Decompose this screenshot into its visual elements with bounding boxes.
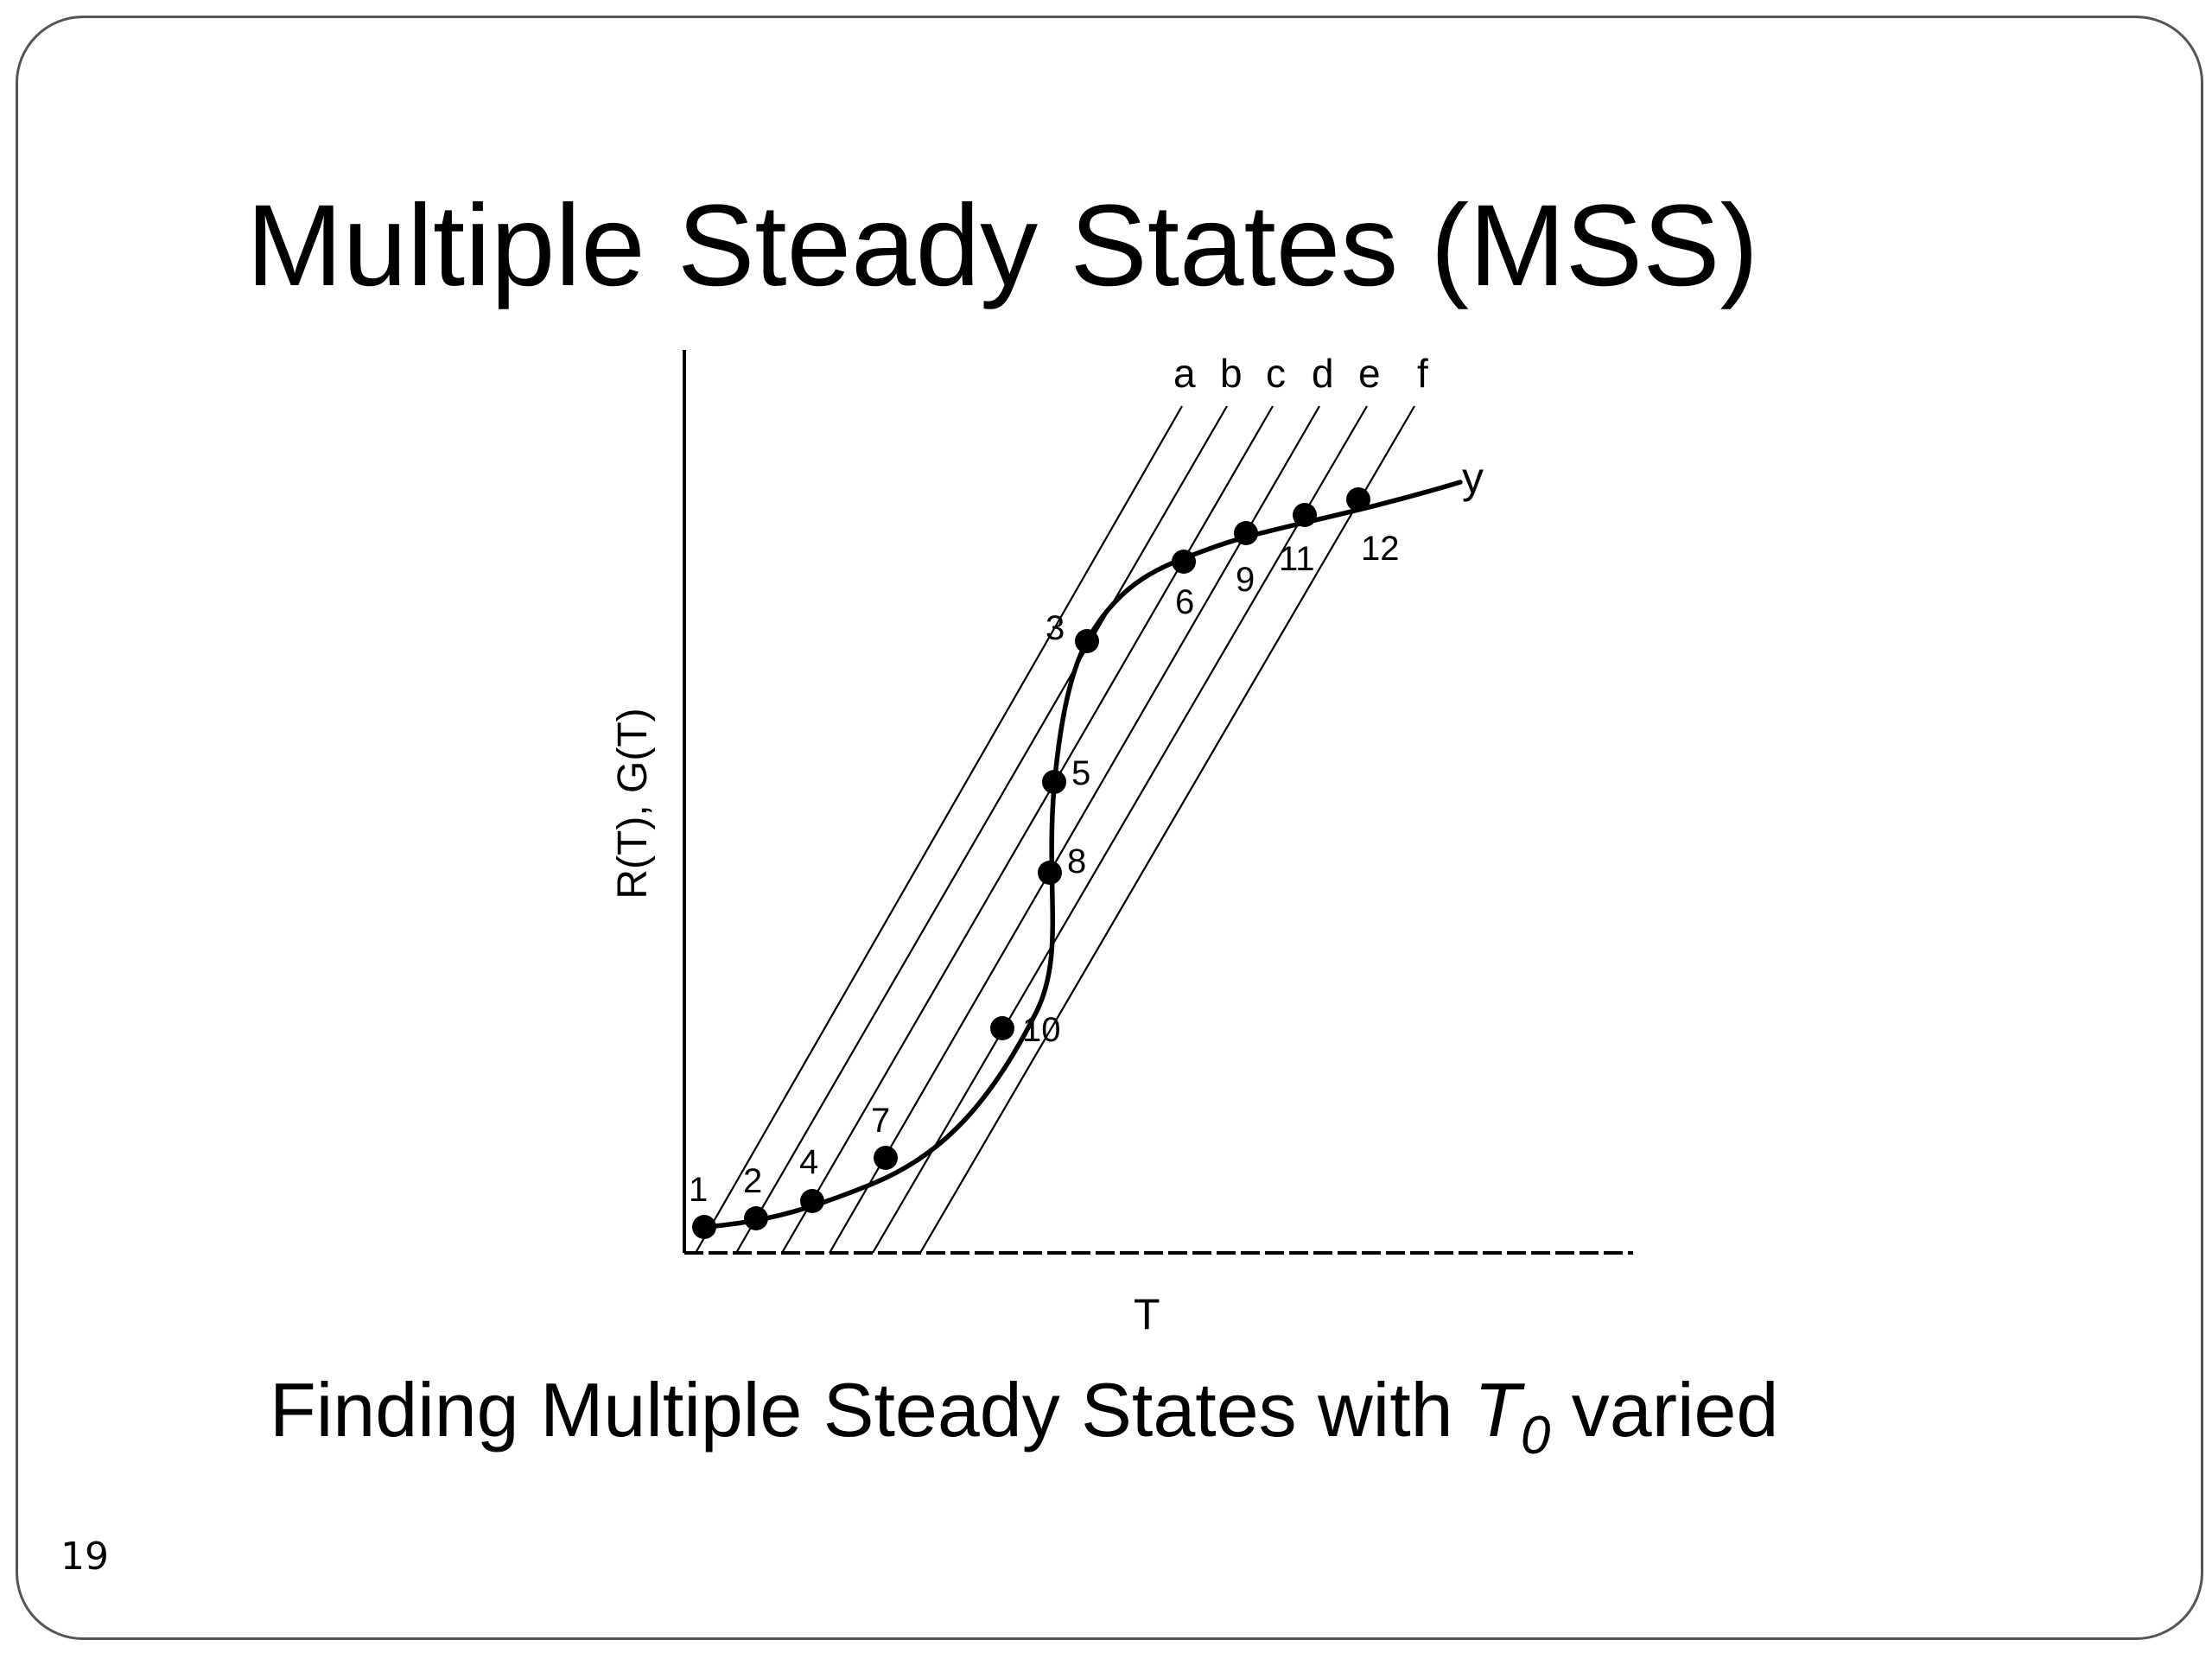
point-label-2: 2: [743, 1162, 762, 1200]
slide-number: 19: [60, 1535, 109, 1579]
line-label-f: f: [1417, 351, 1428, 396]
steady-state-point-5: [1042, 770, 1066, 794]
line-label-c: c: [1266, 351, 1286, 396]
point-label-6: 6: [1175, 583, 1194, 621]
caption-subscript: 0: [1520, 1406, 1551, 1465]
steady-state-point-10: [990, 1016, 1014, 1040]
steady-state-point-2: [744, 1206, 768, 1230]
line-label-a: a: [1173, 351, 1196, 396]
steady-state-point-9: [1234, 521, 1258, 545]
x-axis-label: T: [1134, 1290, 1160, 1338]
point-label-10: 10: [1022, 1011, 1061, 1049]
steady-state-point-6: [1172, 550, 1196, 574]
point-label-5: 5: [1071, 754, 1090, 792]
line-e: [872, 405, 1368, 1254]
steady-state-point-3: [1075, 629, 1099, 653]
line-c: [781, 405, 1274, 1254]
line-d: [829, 405, 1320, 1254]
point-label-1: 1: [689, 1171, 708, 1209]
steady-state-point-8: [1038, 861, 1062, 885]
caption-suffix: varied: [1571, 1367, 1779, 1452]
steady-state-points: [692, 487, 1370, 1239]
line-a: [695, 405, 1183, 1254]
slide-title: Multiple Steady States (MSS): [246, 181, 1759, 310]
curve-label: y: [1462, 454, 1484, 502]
line-b: [735, 405, 1228, 1254]
point-label-7: 7: [871, 1102, 890, 1140]
steady-state-point-7: [874, 1146, 898, 1170]
slide-frame: [16, 16, 2203, 1640]
steady-state-point-12: [1346, 487, 1370, 512]
caption-prefix: Finding Multiple Steady States with: [270, 1367, 1453, 1452]
line-label-e: e: [1358, 351, 1381, 396]
slide-caption: Finding Multiple Steady States with T0 v…: [270, 1372, 1778, 1463]
steady-state-point-1: [692, 1215, 716, 1239]
line-f: [919, 405, 1415, 1254]
point-label-9: 9: [1236, 561, 1255, 599]
point-label-11: 11: [1279, 540, 1315, 578]
y-axis-label: R(T), G(T): [610, 708, 656, 899]
r-curve: [702, 480, 1463, 1230]
point-label-8: 8: [1067, 842, 1086, 880]
line-label-d: d: [1312, 351, 1334, 396]
point-label-12: 12: [1361, 530, 1400, 568]
caption-variable: T: [1474, 1367, 1521, 1452]
steady-state-point-11: [1293, 503, 1317, 527]
point-label-3: 3: [1046, 609, 1065, 647]
point-label-4: 4: [799, 1143, 818, 1181]
g-lines: [695, 405, 1415, 1254]
line-label-b: b: [1220, 351, 1243, 396]
steady-state-point-4: [800, 1189, 824, 1213]
